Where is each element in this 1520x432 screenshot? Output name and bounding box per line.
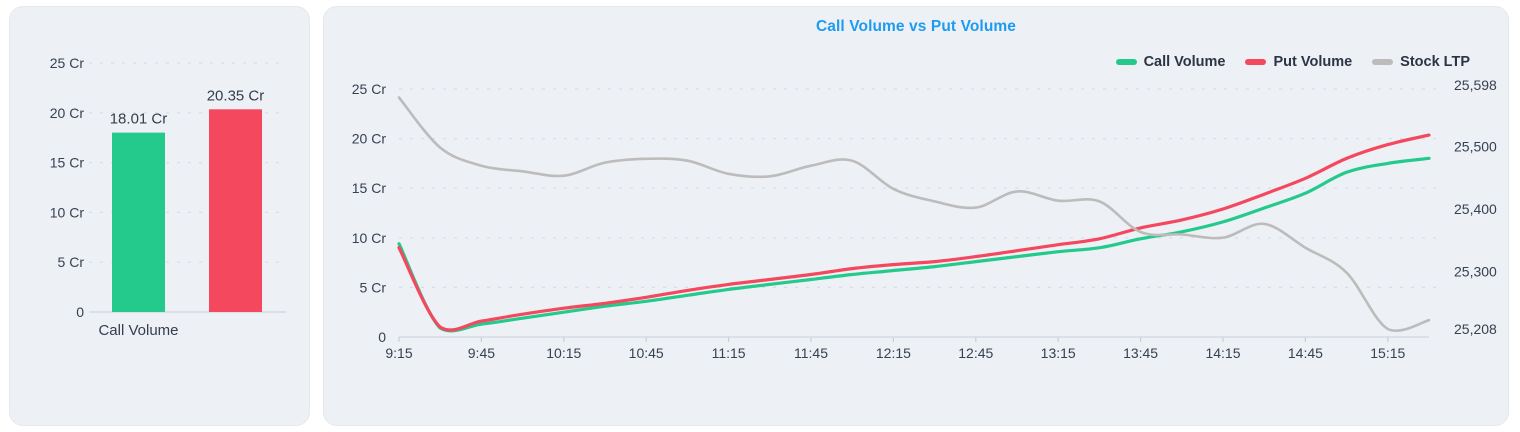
call-vs-put-line-card: Call Volume vs Put Volume Call Volume Put… xyxy=(323,6,1509,426)
legend-item-call-volume[interactable]: Call Volume xyxy=(1115,54,1226,70)
right-axis-tick-label: 25,598 xyxy=(1454,77,1497,93)
stock-ltp-swatch-icon xyxy=(1372,58,1394,66)
y-axis-tick-label: 25 Cr xyxy=(50,55,85,71)
left-axis-tick-label: 25 Cr xyxy=(352,81,387,97)
x-axis-tick-label: 14:15 xyxy=(1205,345,1240,361)
stock-ltp-line[interactable] xyxy=(397,96,1431,332)
call-volume-swatch-icon xyxy=(1115,58,1137,66)
x-axis-tick-label: 9:45 xyxy=(468,345,495,361)
bar-chart-svg[interactable]: 0 5 Cr 10 Cr 15 Cr 20 Cr 25 Cr 18.01 Cr 20.35 C… xyxy=(10,7,310,426)
x-axis-tick-label: 10:15 xyxy=(546,345,581,361)
right-axis-tick-label: 25,208 xyxy=(1454,321,1497,337)
x-axis-tick-label: 10:45 xyxy=(629,345,664,361)
line-chart-svg[interactable]: 0 5 Cr 10 Cr 15 Cr 20 Cr 25 Cr 25,208 25,300 25,… xyxy=(324,7,1509,426)
y-axis-tick-label: 10 Cr xyxy=(50,204,85,220)
y-axis-tick-label: 20 Cr xyxy=(50,105,85,121)
left-axis-tick-label: 0 xyxy=(378,329,386,345)
put-volume-value-label: 20.35 Cr xyxy=(207,87,265,104)
x-axis-tick-label: 14:45 xyxy=(1288,345,1323,361)
put-volume-line[interactable] xyxy=(397,133,1431,332)
x-axis-category-label: Call Volume xyxy=(98,322,178,339)
legend-label: Stock LTP xyxy=(1400,54,1470,70)
x-axis-tick-label: 13:15 xyxy=(1041,345,1076,361)
y-axis-tick-label: 15 Cr xyxy=(50,155,85,171)
legend-item-stock-ltp[interactable]: Stock LTP xyxy=(1372,54,1470,70)
left-axis-tick-label: 5 Cr xyxy=(360,279,387,295)
chart-title: Call Volume vs Put Volume xyxy=(815,18,1017,35)
x-axis-tick-label: 12:15 xyxy=(876,345,911,361)
x-axis-tick-label: 9:15 xyxy=(385,345,412,361)
right-axis-tick-label: 25,300 xyxy=(1454,263,1497,279)
call-volume-line[interactable] xyxy=(397,156,1431,333)
chart-legend: Call Volume Put Volume Stock LTP xyxy=(1115,54,1470,70)
legend-item-put-volume[interactable]: Put Volume xyxy=(1245,54,1352,70)
left-axis-tick-label: 20 Cr xyxy=(352,131,387,147)
x-axis-tick-label: 11:45 xyxy=(794,345,828,361)
y-axis-tick-label: 5 Cr xyxy=(58,254,85,270)
call-volume-value-label: 18.01 Cr xyxy=(110,111,168,128)
right-axis-tick-label: 25,500 xyxy=(1454,138,1497,154)
x-axis-tick-label: 15:15 xyxy=(1370,345,1405,361)
put-volume-bar[interactable] xyxy=(209,109,262,313)
x-axis-tick-label: 13:45 xyxy=(1123,345,1158,361)
right-axis-tick-label: 25,400 xyxy=(1454,201,1497,217)
call-volume-bar[interactable] xyxy=(112,132,165,312)
legend-label: Put Volume xyxy=(1273,54,1353,70)
y-axis-tick-label: 0 xyxy=(76,304,84,320)
total-volume-bar-card: 0 5 Cr 10 Cr 15 Cr 20 Cr 25 Cr 18.01 Cr 20.35 C… xyxy=(9,6,310,426)
x-axis-tick-label: 11:15 xyxy=(712,345,746,361)
legend-label: Call Volume xyxy=(1143,54,1226,70)
left-axis-tick-label: 10 Cr xyxy=(352,230,387,246)
put-volume-swatch-icon xyxy=(1245,58,1267,66)
x-axis-tick-label: 12:45 xyxy=(958,345,993,361)
left-axis-tick-label: 15 Cr xyxy=(352,180,387,196)
